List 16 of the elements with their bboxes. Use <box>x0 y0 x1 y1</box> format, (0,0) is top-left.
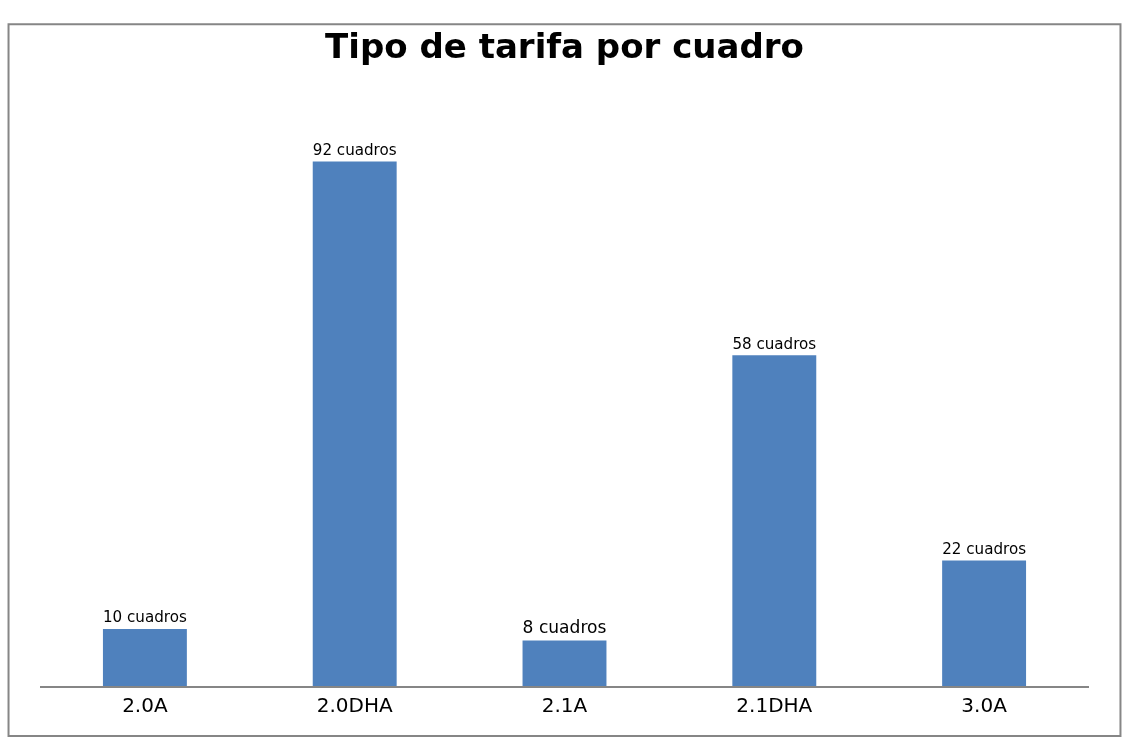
chart-title: Tipo de tarifa por cuadro <box>325 25 804 66</box>
data-label: 10 cuadros <box>102 608 187 627</box>
bar <box>522 640 607 686</box>
bar <box>312 161 397 686</box>
data-label: 22 cuadros <box>942 539 1027 558</box>
x-tick-label: 2.1A <box>541 692 588 717</box>
bar <box>732 355 817 686</box>
data-label: 92 cuadros <box>312 140 397 159</box>
x-tick-label: 3.0A <box>961 692 1008 717</box>
bar <box>942 560 1027 686</box>
x-tick-label: 2.1DHA <box>736 692 813 717</box>
x-tick-label: 2.0A <box>122 692 168 717</box>
bar <box>102 628 187 686</box>
x-tick-label: 2.0DHA <box>316 692 393 717</box>
data-label: 58 cuadros <box>732 334 817 353</box>
data-label: 8 cuadros <box>522 617 607 638</box>
